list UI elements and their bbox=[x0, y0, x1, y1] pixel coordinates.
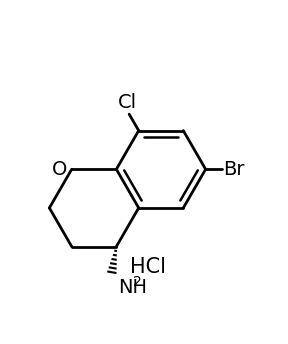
Text: O: O bbox=[52, 160, 68, 179]
Text: Br: Br bbox=[223, 160, 245, 179]
Text: 2: 2 bbox=[133, 275, 142, 289]
Text: NH: NH bbox=[119, 278, 147, 297]
Text: HCl: HCl bbox=[130, 257, 166, 278]
Text: Cl: Cl bbox=[118, 93, 137, 112]
